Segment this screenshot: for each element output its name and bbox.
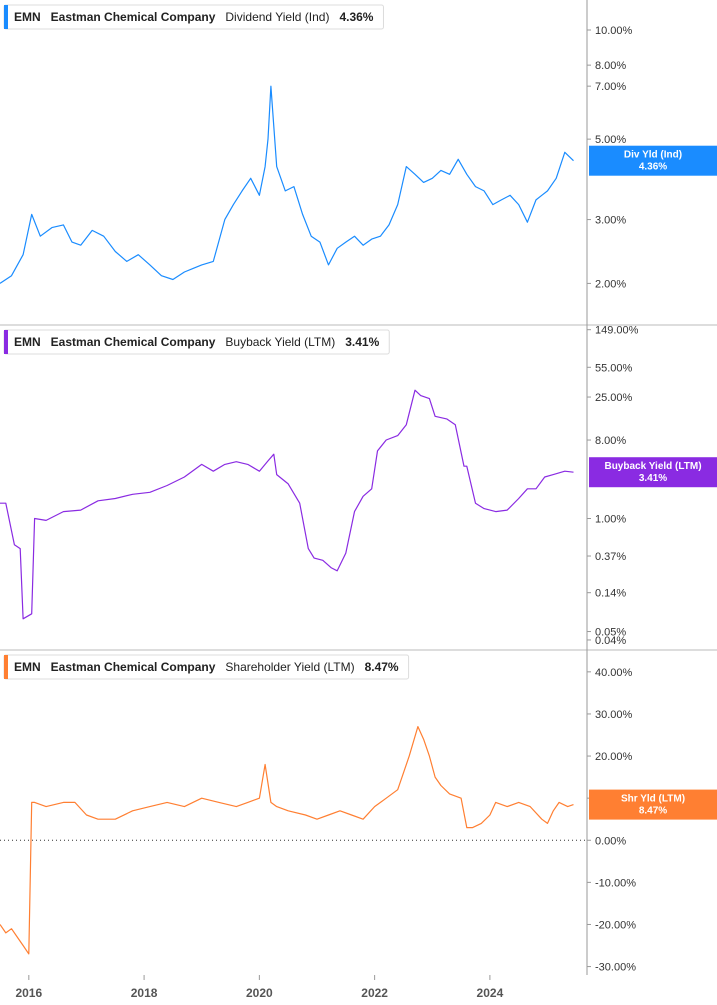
buyback-yield-badge-title: Buyback Yield (LTM) (604, 461, 701, 472)
shareholder-yield-legend[interactable]: EMN Eastman Chemical Company Shareholder Y… (3, 654, 410, 680)
shareholder-yield-series-line (0, 725, 574, 955)
dividend-yield-badge-title: Div Yld (Ind) (624, 150, 682, 161)
shareholder-yield-badge-title: Shr Yld (LTM) (621, 794, 685, 805)
shareholder-yield-y-tick-label: -10.00% (595, 877, 636, 889)
buyback-yield-legend-swatch (4, 330, 8, 354)
buyback-yield-panel: 149.00% 55.00% 25.00% 8.00% 1.00% 0.37% 0.14% 0… (0, 325, 717, 647)
buyback-yield-y-tick-label: 0.05% (595, 627, 626, 639)
dividend-yield-series-line (0, 85, 574, 284)
buyback-yield-series-line (0, 389, 574, 620)
dividend-yield-legend-company: Eastman Chemical Company (51, 10, 216, 24)
buyback-yield-y-tick-label: 0.37% (595, 551, 626, 563)
buyback-yield-y-tick-label: 55.00% (595, 362, 633, 374)
buyback-yield-legend[interactable]: EMN Eastman Chemical Company Buyback Yield… (3, 329, 390, 355)
shareholder-yield-value-badge (589, 789, 717, 820)
buyback-yield-y-tick-label: 25.00% (595, 392, 633, 404)
dividend-yield-y-tick-label: 2.00% (595, 278, 626, 290)
buyback-yield-legend-metric: Buyback Yield (LTM) (225, 335, 335, 349)
shareholder-yield-y-tick-label: -20.00% (595, 919, 636, 931)
x-tick-label: 2020 (246, 986, 273, 1000)
buyback-yield-y-tick-label: 149.00% (595, 325, 639, 337)
shareholder-yield-y-tick-label: 20.00% (595, 751, 633, 763)
dividend-yield-legend[interactable]: EMN Eastman Chemical Company Dividend Yiel… (3, 4, 384, 30)
shareholder-yield-badge-value: 8.47% (639, 806, 667, 817)
shareholder-yield-y-tick-label: 40.00% (595, 667, 633, 679)
shareholder-yield-panel: 40.00%30.00%20.00%10.00%0.00%-10.00%-20.… (0, 654, 717, 974)
dividend-yield-legend-ticker: EMN (14, 10, 41, 24)
x-tick-label: 2016 (15, 986, 42, 1000)
dividend-yield-legend-value: 4.36% (339, 10, 373, 24)
dividend-yield-y-tick-label: 8.00% (595, 60, 626, 72)
shareholder-yield-legend-company: Eastman Chemical Company (51, 660, 216, 674)
dividend-yield-y-tick-label: 3.00% (595, 215, 626, 227)
dividend-yield-badge-value: 4.36% (639, 162, 667, 173)
x-tick-label: 2024 (477, 986, 504, 1000)
buyback-yield-legend-ticker: EMN (14, 335, 41, 349)
buyback-yield-legend-company: Eastman Chemical Company (51, 335, 216, 349)
x-tick-label: 2022 (361, 986, 388, 1000)
shareholder-yield-y-tick-label: -30.00% (595, 962, 636, 974)
dividend-yield-legend-swatch (4, 5, 8, 29)
buyback-yield-legend-value: 3.41% (345, 335, 379, 349)
buyback-yield-value-badge (589, 457, 717, 488)
dividend-yield-y-tick-label: 10.00% (595, 25, 633, 37)
shareholder-yield-legend-metric: Shareholder Yield (LTM) (225, 660, 354, 674)
shareholder-yield-legend-value: 8.47% (365, 660, 399, 674)
dividend-yield-panel: 10.00% 8.00% 7.00% 5.00% 3.00% 2.00% Div Yld (… (0, 4, 717, 290)
dividend-yield-y-tick-label: 5.00% (595, 134, 626, 146)
dividend-yield-y-tick-label: 7.00% (595, 81, 626, 93)
shareholder-yield-legend-ticker: EMN (14, 660, 41, 674)
dividend-yield-legend-metric: Dividend Yield (Ind) (225, 10, 329, 24)
dividend-yield-value-badge (589, 145, 717, 176)
shareholder-yield-y-tick-label: 30.00% (595, 709, 633, 721)
buyback-yield-y-tick-label: 1.00% (595, 514, 626, 526)
buyback-yield-y-tick-label: 0.04% (595, 635, 626, 647)
buyback-yield-y-tick-label: 8.00% (595, 435, 626, 447)
shareholder-yield-y-tick-label: 0.00% (595, 835, 626, 847)
shareholder-yield-legend-swatch (4, 655, 8, 679)
buyback-yield-badge-value: 3.41% (639, 473, 667, 484)
buyback-yield-y-tick-label: 0.14% (595, 588, 626, 600)
x-axis: 2016 2018 2020 2022 2024 (15, 975, 504, 1000)
x-tick-label: 2018 (131, 986, 158, 1000)
